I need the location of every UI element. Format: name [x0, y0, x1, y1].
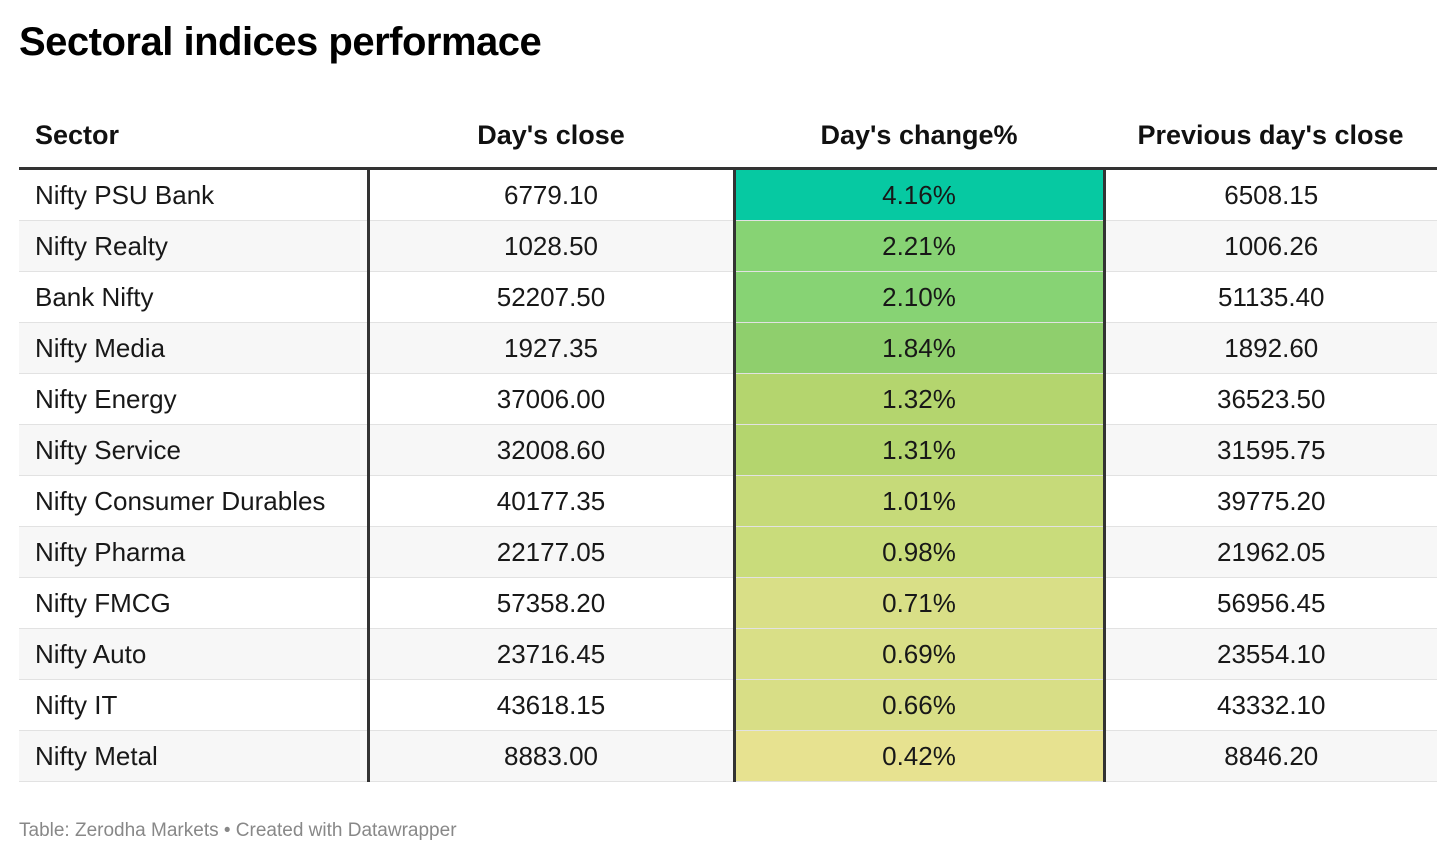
table-row: Bank Nifty 52207.50 2.10% 51135.40 — [19, 271, 1437, 323]
column-header-days-change[interactable]: Day's change% — [734, 103, 1104, 170]
cell-days-change: 0.71% — [732, 577, 1106, 629]
cell-sector: Nifty Auto — [19, 628, 370, 680]
cell-sector: Nifty IT — [19, 679, 370, 731]
table-row: Nifty Metal 8883.00 0.42% 8846.20 — [19, 730, 1437, 782]
cell-previous-close: 1006.26 — [1104, 220, 1437, 272]
cell-days-close: 22177.05 — [368, 526, 734, 578]
cell-days-close: 37006.00 — [368, 373, 734, 425]
cell-previous-close: 23554.10 — [1104, 628, 1437, 680]
cell-days-close: 40177.35 — [368, 475, 734, 527]
cell-sector: Nifty Energy — [19, 373, 370, 425]
table-row: Nifty Media 1927.35 1.84% 1892.60 — [19, 322, 1437, 374]
cell-days-close: 52207.50 — [368, 271, 734, 323]
cell-previous-close: 8846.20 — [1104, 730, 1437, 782]
table-row: Nifty PSU Bank 6779.10 4.16% 6508.15 — [19, 168, 1437, 221]
cell-sector: Nifty Metal — [19, 730, 370, 782]
table-row: Nifty Realty 1028.50 2.21% 1006.26 — [19, 220, 1437, 272]
cell-previous-close: 43332.10 — [1104, 679, 1437, 731]
cell-days-close: 1927.35 — [368, 322, 734, 374]
cell-days-close: 8883.00 — [368, 730, 734, 782]
cell-days-change: 1.84% — [732, 322, 1106, 374]
table-row: Nifty Consumer Durables 40177.35 1.01% 3977… — [19, 475, 1437, 527]
cell-days-change: 1.01% — [732, 475, 1106, 527]
table-header-row: Sector Day's close Day's change% Previou… — [19, 103, 1437, 170]
cell-sector: Bank Nifty — [19, 271, 370, 323]
cell-previous-close: 6508.15 — [1104, 168, 1437, 221]
cell-sector: Nifty Pharma — [19, 526, 370, 578]
table-row: Nifty FMCG 57358.20 0.71% 56956.45 — [19, 577, 1437, 629]
cell-days-close: 6779.10 — [368, 168, 734, 221]
cell-sector: Nifty Service — [19, 424, 370, 476]
cell-sector: Nifty FMCG — [19, 577, 370, 629]
cell-previous-close: 36523.50 — [1104, 373, 1437, 425]
table-row: Nifty Energy 37006.00 1.32% 36523.50 — [19, 373, 1437, 425]
cell-previous-close: 21962.05 — [1104, 526, 1437, 578]
cell-days-change: 4.16% — [732, 168, 1106, 221]
cell-days-close: 23716.45 — [368, 628, 734, 680]
cell-days-close: 57358.20 — [368, 577, 734, 629]
cell-sector: Nifty Consumer Durables — [19, 475, 370, 527]
cell-days-close: 1028.50 — [368, 220, 734, 272]
table-body: Nifty PSU Bank 6779.10 4.16% 6508.15 Nifty R… — [19, 168, 1437, 782]
cell-previous-close: 51135.40 — [1104, 271, 1437, 323]
cell-sector: Nifty Media — [19, 322, 370, 374]
column-header-sector[interactable]: Sector — [19, 103, 368, 170]
cell-previous-close: 31595.75 — [1104, 424, 1437, 476]
table-row: Nifty Pharma 22177.05 0.98% 21962.05 — [19, 526, 1437, 578]
table-row: Nifty Service 32008.60 1.31% 31595.75 — [19, 424, 1437, 476]
cell-days-change: 1.32% — [732, 373, 1106, 425]
cell-days-change: 0.66% — [732, 679, 1106, 731]
page-title: Sectoral indices performace — [19, 20, 542, 64]
cell-days-change: 0.98% — [732, 526, 1106, 578]
cell-days-change: 1.31% — [732, 424, 1106, 476]
cell-previous-close: 39775.20 — [1104, 475, 1437, 527]
cell-sector: Nifty Realty — [19, 220, 370, 272]
cell-days-change: 0.42% — [732, 730, 1106, 782]
sector-table: Sector Day's close Day's change% Previou… — [19, 103, 1437, 782]
cell-sector: Nifty PSU Bank — [19, 168, 370, 221]
cell-days-change: 2.21% — [732, 220, 1106, 272]
column-header-days-close[interactable]: Day's close — [368, 103, 734, 170]
cell-days-change: 0.69% — [732, 628, 1106, 680]
table-row: Nifty IT 43618.15 0.66% 43332.10 — [19, 679, 1437, 731]
cell-previous-close: 56956.45 — [1104, 577, 1437, 629]
column-header-previous-close[interactable]: Previous day's close — [1104, 103, 1437, 170]
cell-days-close: 43618.15 — [368, 679, 734, 731]
cell-previous-close: 1892.60 — [1104, 322, 1437, 374]
table-row: Nifty Auto 23716.45 0.69% 23554.10 — [19, 628, 1437, 680]
cell-days-change: 2.10% — [732, 271, 1106, 323]
cell-days-close: 32008.60 — [368, 424, 734, 476]
source-note: Table: Zerodha Markets • Created with Da… — [19, 820, 457, 841]
